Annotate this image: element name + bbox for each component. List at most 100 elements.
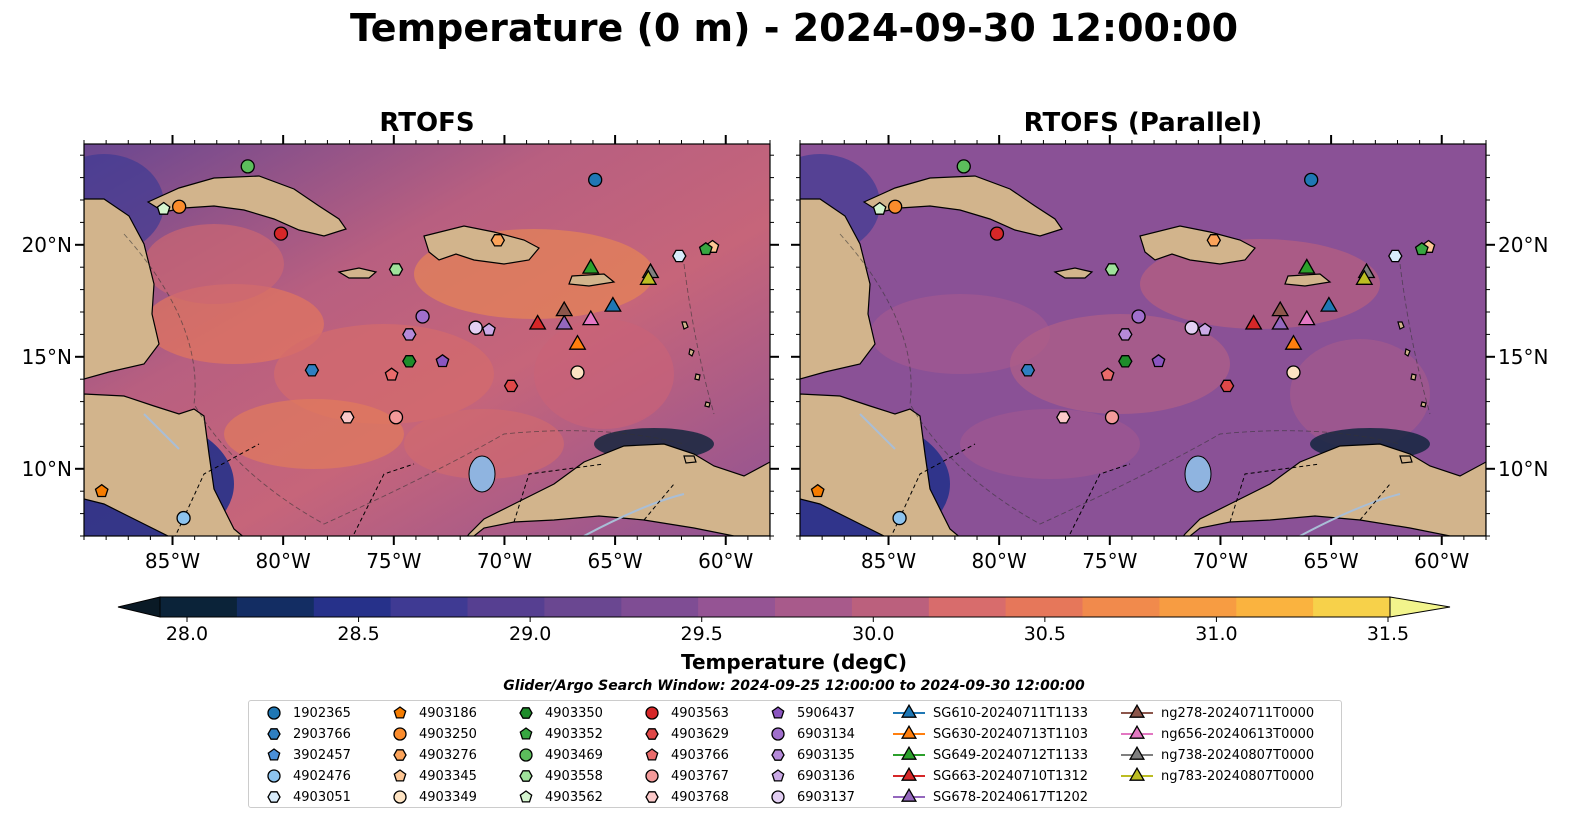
platform-marker bbox=[639, 269, 658, 285]
colorbar-tick-label: 30.0 bbox=[852, 623, 894, 642]
triangle-marker-icon bbox=[900, 703, 918, 718]
legend-marker-icon bbox=[393, 749, 407, 761]
platform-marker bbox=[810, 483, 825, 498]
legend-item: 4903186 bbox=[387, 703, 477, 723]
legend-label: 4903250 bbox=[419, 726, 477, 742]
triangle-marker-icon bbox=[900, 724, 918, 739]
circle-marker-icon bbox=[393, 727, 407, 741]
circle-marker-icon bbox=[645, 769, 659, 783]
colorbar-segment bbox=[1159, 597, 1237, 617]
platform-marker bbox=[1271, 314, 1290, 330]
legend-item: SG678-20240617T1202 bbox=[891, 787, 1088, 807]
platform-marker bbox=[402, 355, 417, 368]
legend-label: 4903766 bbox=[671, 747, 729, 763]
legend-item: 1902365 bbox=[261, 703, 351, 723]
colorbar: 28.0 28.5 29.0 29.5 30.0 30.5 31.0 31.5 bbox=[117, 596, 1451, 642]
colorbar-segment bbox=[1082, 597, 1160, 617]
platform-marker bbox=[1020, 363, 1036, 377]
lon-tick-label: 65°W bbox=[1303, 549, 1358, 573]
legend-item: ng656-20240613T0000 bbox=[1119, 724, 1314, 744]
legend-item: 6903137 bbox=[765, 787, 855, 807]
colorbar-frame bbox=[159, 596, 1391, 618]
legend-label: SG630-20240713T1103 bbox=[933, 726, 1089, 742]
platform-marker bbox=[570, 365, 585, 380]
legend-label: 6903135 bbox=[797, 747, 855, 763]
legend-item: SG610-20240711T1133 bbox=[891, 703, 1088, 723]
platform-marker bbox=[482, 322, 496, 336]
river bbox=[143, 413, 685, 536]
colorbar-segment bbox=[928, 597, 1007, 617]
legend-marker-icon bbox=[267, 706, 281, 720]
lat-tick-label: 20°N bbox=[22, 233, 72, 257]
map-frame bbox=[83, 143, 771, 537]
legend-label: 4903352 bbox=[545, 726, 603, 742]
platform-marker bbox=[1151, 353, 1166, 368]
platform-marker bbox=[581, 309, 600, 326]
legend-marker-icon bbox=[1121, 703, 1153, 718]
hexagon-marker-icon bbox=[771, 749, 785, 761]
circle-marker-icon bbox=[771, 790, 785, 804]
panel-title-right: RTOFS (Parallel) bbox=[1023, 108, 1263, 138]
legend-label: 6903134 bbox=[797, 726, 855, 742]
legend-marker-icon bbox=[645, 728, 659, 740]
legend-label: 4902476 bbox=[293, 768, 351, 784]
platform-marker bbox=[1284, 334, 1303, 350]
platform-marker bbox=[1297, 309, 1316, 326]
pentagon-marker-icon bbox=[519, 727, 533, 740]
legend-marker-icon bbox=[645, 769, 659, 783]
warm-eddy bbox=[274, 324, 494, 424]
warm-eddy bbox=[224, 399, 404, 469]
legend-label: 6903137 bbox=[797, 789, 855, 805]
lon-tick-label: 60°W bbox=[1414, 549, 1469, 573]
platform-marker bbox=[1244, 314, 1263, 330]
legend-label: 4903051 bbox=[293, 789, 351, 805]
legend-item: 4903051 bbox=[261, 787, 351, 807]
colorbar-tick-label: 31.5 bbox=[1367, 623, 1409, 642]
platform-marker bbox=[1388, 249, 1403, 263]
triangle-marker-icon bbox=[1128, 745, 1146, 760]
colorbar-segment bbox=[236, 597, 315, 617]
legend-item: 4902476 bbox=[261, 766, 351, 786]
legend-marker-icon bbox=[519, 748, 533, 762]
map-frame bbox=[799, 143, 1487, 537]
colorbar-segment bbox=[698, 597, 776, 617]
platform-marker bbox=[388, 410, 404, 425]
legend-item: 4903352 bbox=[513, 724, 603, 744]
legend-marker-icon bbox=[893, 745, 925, 760]
legend-marker-icon bbox=[267, 748, 281, 761]
triangle-marker-icon bbox=[1128, 724, 1146, 739]
country-border bbox=[890, 443, 1391, 536]
legend-marker-icon bbox=[893, 703, 925, 718]
platform-marker bbox=[156, 201, 171, 215]
warm-eddy bbox=[404, 409, 564, 479]
hexagon-marker-icon bbox=[645, 728, 659, 740]
legend-label: ng656-20240613T0000 bbox=[1161, 726, 1315, 742]
legend-label: SG663-20240710T1312 bbox=[933, 768, 1089, 784]
legend-item: 4903276 bbox=[387, 745, 477, 765]
pentagon-marker-icon bbox=[393, 769, 407, 782]
legend-item: 6903135 bbox=[765, 745, 855, 765]
triangle-marker-icon bbox=[900, 745, 918, 760]
legend-item: ng278-20240711T0000 bbox=[1119, 703, 1314, 723]
platform-marker bbox=[1100, 367, 1115, 381]
bathymetry-contour bbox=[839, 233, 1431, 525]
platform-marker bbox=[240, 159, 255, 174]
colorbar-segment bbox=[467, 597, 545, 617]
colorbar-segment bbox=[544, 597, 622, 617]
legend-item: SG630-20240713T1103 bbox=[891, 724, 1088, 744]
platform-marker bbox=[1131, 309, 1146, 324]
legend-label: 4903350 bbox=[545, 705, 603, 721]
circle-marker-icon bbox=[645, 706, 659, 720]
legend-label: 4903349 bbox=[419, 789, 477, 805]
hexagon-marker-icon bbox=[519, 770, 533, 782]
platform-marker bbox=[1414, 241, 1429, 256]
hexagon-marker-icon bbox=[645, 791, 659, 803]
legend-label: ng278-20240711T0000 bbox=[1161, 705, 1315, 721]
platform-marker bbox=[1184, 320, 1199, 335]
platform-marker bbox=[435, 353, 450, 368]
legend-marker-icon bbox=[267, 769, 281, 783]
platform-marker bbox=[415, 309, 430, 324]
legend-item: 4903250 bbox=[387, 724, 477, 744]
warm-eddy bbox=[534, 319, 674, 429]
platform-marker bbox=[94, 483, 109, 498]
